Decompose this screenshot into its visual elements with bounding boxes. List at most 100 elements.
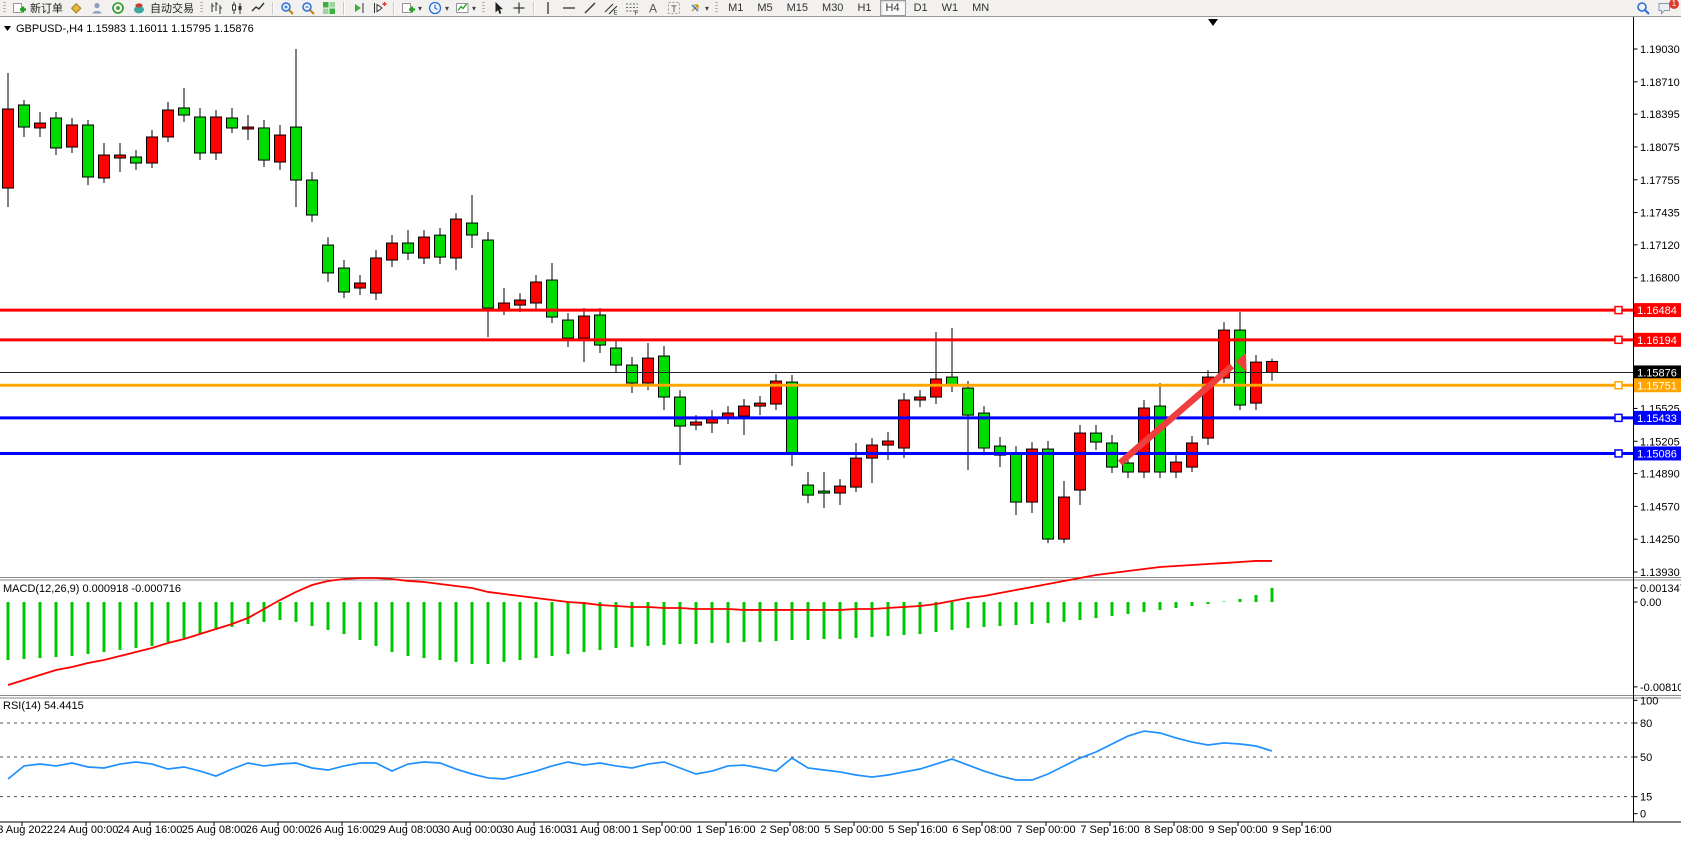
toolbar-separator [343, 1, 345, 15]
label-icon: T [667, 1, 682, 15]
toolbar-gripper [200, 2, 203, 14]
text-icon: A [646, 1, 661, 16]
timeframe-button-m5[interactable]: M5 [757, 2, 773, 14]
candle-35 [562, 319, 574, 339]
timeframe-button-d1[interactable]: D1 [913, 2, 928, 14]
scroll-end-marker[interactable] [1208, 19, 1218, 26]
auto-trading-button[interactable]: 自动交易 [129, 1, 197, 16]
news-icon [111, 1, 126, 15]
trendline-button[interactable] [580, 1, 601, 16]
candle-28 [450, 218, 462, 259]
chart-header: GBPUSD-,H4 1.15983 1.16011 1.15795 1.158… [4, 23, 254, 35]
candle-4 [66, 124, 78, 148]
text-button[interactable]: A [643, 1, 664, 16]
svg-text:31 Aug 08:00: 31 Aug 08:00 [566, 824, 631, 836]
candle-76 [1218, 329, 1230, 379]
candle-22 [354, 282, 366, 289]
candle-19 [306, 179, 318, 216]
chevron-down-icon: ▾ [418, 3, 423, 13]
zoom-in-button[interactable] [277, 1, 298, 16]
candle-53 [850, 457, 862, 488]
zoom-out-button[interactable] [298, 1, 319, 16]
candle-29 [466, 222, 478, 236]
trendline-icon [583, 1, 598, 15]
chevron-down-icon: ▾ [705, 3, 710, 13]
uptrend-arrow-annotation[interactable] [1117, 353, 1247, 466]
vertical-line-button[interactable] [538, 1, 559, 16]
timeframe-button-m1[interactable]: M1 [728, 2, 744, 14]
new-order-button[interactable]: 新订单 [9, 1, 66, 16]
timeframe-button-m15[interactable]: M15 [786, 2, 809, 14]
line-chart-icon [251, 1, 266, 15]
svg-text:1.13930: 1.13930 [1640, 567, 1680, 579]
timeframe-button-m30[interactable]: M30 [822, 2, 844, 14]
crosshair-button[interactable] [509, 1, 530, 16]
svg-text:6 Sep 08:00: 6 Sep 08:00 [952, 824, 1011, 836]
svg-text:0.00: 0.00 [1640, 597, 1661, 609]
level-lines-layer[interactable] [0, 305, 1634, 458]
candle-75 [1202, 376, 1214, 439]
candle-18 [290, 126, 302, 181]
candle-10 [162, 109, 174, 138]
arrows-button[interactable]: ▾ [685, 1, 712, 16]
price-chart-svg[interactable]: 1.19030 1.18710 1.18395 1.18075 1.17755 1.174… [0, 17, 1681, 837]
svg-text:1.14890: 1.14890 [1640, 469, 1680, 481]
svg-text:1.17120: 1.17120 [1640, 240, 1680, 252]
svg-text:15: 15 [1640, 792, 1652, 804]
level-line-handle [1614, 413, 1623, 423]
svg-text:1.18075: 1.18075 [1640, 142, 1680, 154]
candle-32 [514, 299, 526, 306]
candle-48 [770, 380, 782, 405]
search-button[interactable] [1633, 1, 1654, 16]
svg-text:1.19030: 1.19030 [1640, 44, 1680, 56]
chart-autoscroll-button[interactable] [369, 1, 390, 16]
channel-icon: E [604, 1, 619, 15]
add-indicator-button[interactable]: ▾ [398, 1, 425, 16]
svg-text:0: 0 [1640, 809, 1646, 821]
svg-text:1.15751: 1.15751 [1637, 380, 1677, 392]
candles-layer [2, 49, 1278, 544]
timeframe-button-h1[interactable]: H1 [857, 2, 872, 14]
chart-area[interactable]: 1.19030 1.18710 1.18395 1.18075 1.17755 1.174… [0, 17, 1681, 837]
news-button[interactable] [108, 1, 129, 16]
timeframe-button-mn[interactable]: MN [972, 2, 990, 14]
candle-7 [114, 154, 126, 159]
candle-1 [18, 104, 30, 128]
svg-text:1.14250: 1.14250 [1640, 534, 1680, 546]
svg-text:1.15086: 1.15086 [1637, 448, 1677, 460]
candle-34 [546, 279, 558, 318]
new-order-icon [12, 1, 27, 15]
horizontal-line-button[interactable] [559, 1, 580, 16]
candle-5 [82, 124, 94, 178]
cursor-button[interactable] [488, 1, 509, 16]
candle-69 [1106, 442, 1118, 468]
channel-button[interactable]: E [601, 1, 622, 16]
candle-46 [738, 405, 750, 417]
profile-button[interactable] [87, 1, 108, 16]
timeframe-button-w1[interactable]: W1 [941, 2, 959, 14]
fibonacci-button[interactable]: F [622, 1, 643, 16]
chat-button[interactable]: 1 [1654, 0, 1679, 16]
svg-text:-0.008104: -0.008104 [1640, 682, 1681, 694]
svg-text:7 Sep 16:00: 7 Sep 16:00 [1080, 824, 1139, 836]
svg-text:E: E [614, 11, 618, 16]
timeframe-button-h4[interactable]: H4 [879, 0, 906, 16]
bar-chart-button[interactable] [206, 1, 227, 16]
svg-text:1 Sep 00:00: 1 Sep 00:00 [632, 824, 691, 836]
candle-56 [898, 399, 910, 449]
candlestick-chart-button[interactable] [227, 1, 248, 16]
period-button[interactable]: ▾ [425, 1, 452, 16]
tile-windows-button[interactable] [319, 1, 340, 16]
profile-icon [90, 1, 105, 15]
template-button[interactable]: ▾ [452, 1, 479, 16]
candle-37 [594, 314, 606, 346]
chart-shift-icon [351, 1, 366, 15]
svg-text:24 Aug 00:00: 24 Aug 00:00 [54, 824, 119, 836]
history-button[interactable] [66, 1, 87, 16]
candle-78 [1250, 361, 1262, 404]
chart-shift-button[interactable] [348, 1, 369, 16]
line-chart-button[interactable] [248, 1, 269, 16]
candle-63 [1010, 452, 1022, 503]
period-icon [428, 1, 443, 15]
label-button[interactable]: T [664, 1, 685, 16]
